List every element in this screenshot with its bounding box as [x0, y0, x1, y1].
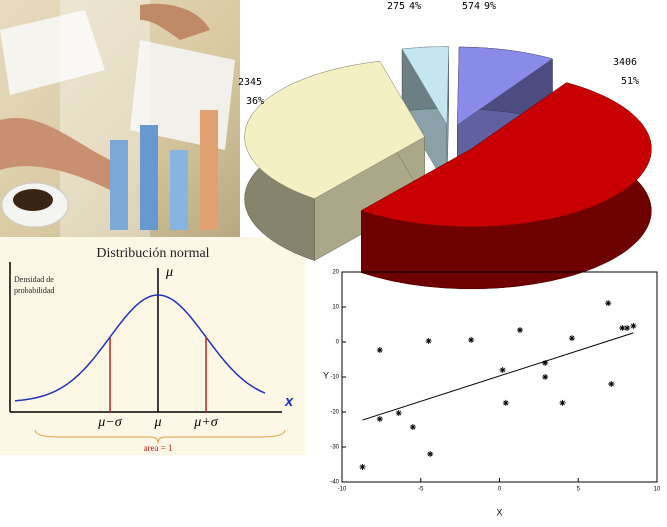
point [608, 381, 615, 387]
title: Distribución normal [96, 246, 209, 261]
percent-label: 36% [246, 96, 264, 107]
y-tick-label: 10 [332, 305, 339, 311]
point [559, 399, 566, 406]
y-tick-label: -20 [330, 410, 339, 416]
percent-label: 4% [409, 1, 421, 12]
point [395, 410, 402, 417]
percent-label: 9% [484, 1, 496, 12]
point [376, 347, 383, 354]
y-tick-label: -40 [330, 480, 339, 486]
point [425, 337, 432, 344]
point [516, 327, 523, 334]
point [409, 424, 416, 431]
tick-label: μ+σ [193, 415, 218, 430]
point [468, 336, 475, 343]
y-tick-label: 0 [336, 340, 340, 346]
x-tick-label: -5 [418, 487, 424, 493]
brace [34, 429, 286, 444]
photo [0, 0, 240, 237]
point [605, 300, 612, 307]
point [376, 416, 383, 422]
note: area = 1 [143, 443, 172, 453]
fit-line [362, 332, 634, 421]
x-tick-label: 10 [654, 487, 661, 493]
panel-background [0, 237, 305, 455]
point [568, 335, 575, 342]
y-tick-label: 20 [332, 270, 339, 276]
density-curve [14, 294, 266, 402]
tick-label: μ [153, 415, 161, 430]
value-label: 2345 [238, 77, 262, 88]
point [499, 367, 506, 373]
x-tick-label: 0 [498, 487, 502, 493]
x-tick-label: -10 [338, 487, 347, 493]
x-axis-label: X [496, 507, 502, 517]
x-tick-label: 5 [577, 487, 581, 493]
y-axis-label: Y [323, 370, 329, 380]
pie-slice [401, 46, 450, 126]
point [427, 451, 434, 457]
point [619, 325, 626, 331]
point [624, 325, 631, 331]
point [542, 360, 549, 366]
value-label: 3406 [613, 57, 637, 68]
mean-label: μ [165, 265, 173, 280]
y-label: Densidad de [14, 275, 54, 284]
y-tick-label: -30 [330, 445, 339, 451]
pie-slice [360, 82, 652, 228]
y-tick-label: -10 [330, 375, 339, 381]
point [359, 463, 366, 470]
value-label: 275 [387, 1, 405, 12]
point [542, 374, 549, 380]
point [630, 322, 637, 329]
value-label: 574 [462, 1, 480, 12]
y-label: probabilidad [14, 286, 54, 295]
pie-slice [244, 61, 425, 199]
tick-label: μ−σ [97, 415, 122, 430]
percent-label: 51% [621, 76, 639, 87]
x-label: x [284, 393, 294, 410]
pie-slice [457, 46, 554, 126]
point [502, 399, 509, 406]
